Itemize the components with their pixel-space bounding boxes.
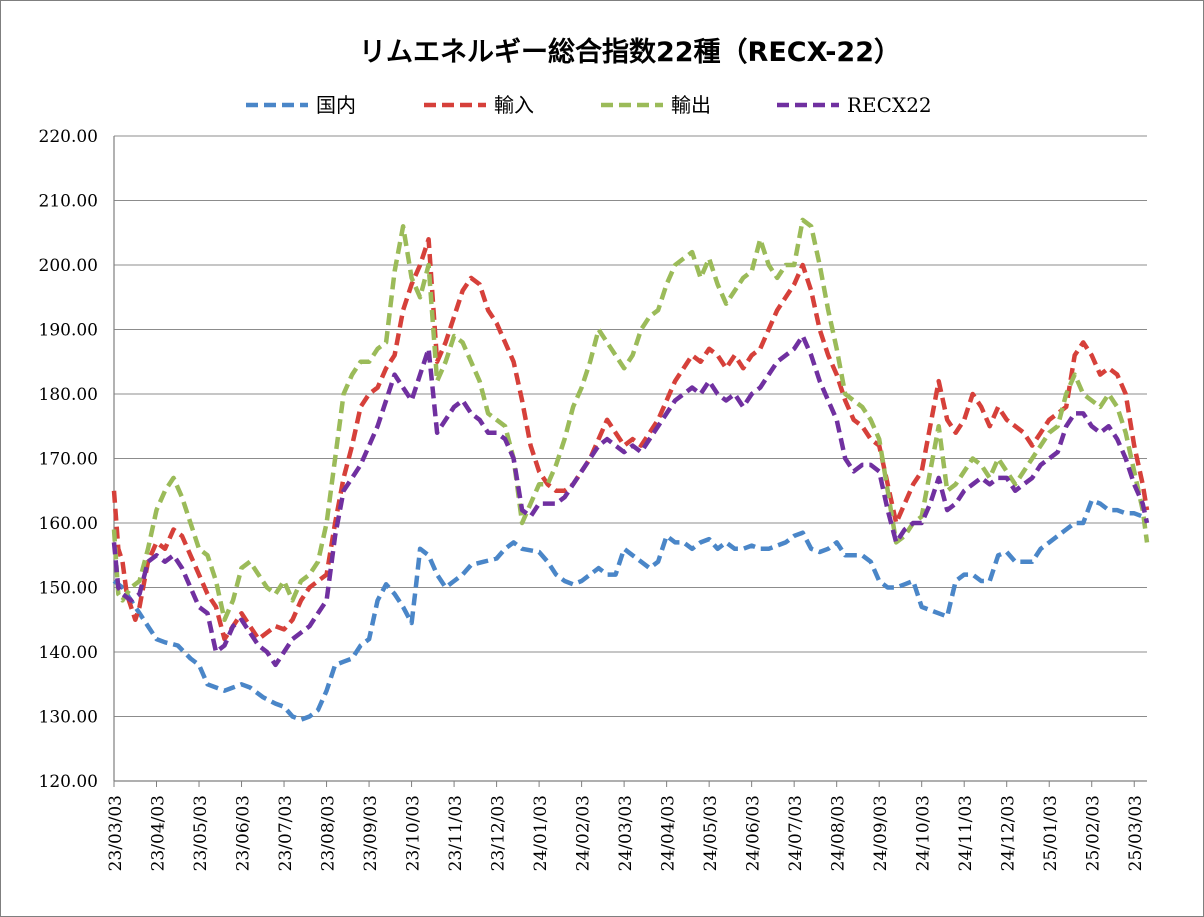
y-tick-label: 190.00 (39, 321, 98, 341)
x-tick-label: 24/05/03 (701, 795, 721, 871)
x-tick-label: 24/07/03 (786, 795, 806, 871)
x-tick-label: 24/03/03 (616, 795, 636, 871)
x-tick-label: 23/03/03 (106, 795, 126, 871)
x-tick-label: 24/01/03 (531, 795, 551, 871)
x-tick-label: 24/04/03 (659, 795, 679, 871)
legend: 国内 輸入 輸出 RECX22 (246, 93, 932, 117)
x-tick-label: 23/04/03 (149, 795, 169, 871)
y-tick-label: 180.00 (39, 385, 98, 405)
y-tick-label: 120.00 (39, 772, 98, 792)
legend-label: 輸出 (671, 93, 711, 117)
y-tick-label: 220.00 (39, 127, 98, 147)
y-tick-label: 140.00 (39, 643, 98, 663)
y-tick-label: 210.00 (39, 192, 98, 212)
plot-area (111, 217, 1150, 722)
legend-label: RECX22 (847, 93, 932, 117)
x-tick-label: 23/08/03 (319, 795, 339, 871)
y-tick-label: 150.00 (39, 579, 98, 599)
series-line (112, 498, 1147, 722)
y-tick-label: 160.00 (39, 514, 98, 534)
chart-title: リムエネルギー総合指数22種（RECX-22） (359, 36, 901, 68)
x-tick-label: 23/07/03 (276, 795, 296, 871)
x-tick-label: 23/09/03 (361, 795, 381, 871)
legend-label: 輸入 (494, 93, 534, 117)
x-tick-label: 23/05/03 (191, 795, 211, 871)
y-axis: 120.00 130.00 140.00 150.00 160.00 170.00 180.… (39, 127, 1147, 792)
x-tick-label: 24/09/03 (871, 795, 891, 871)
x-tick-label: 25/03/03 (1126, 795, 1146, 871)
x-axis: 23/03/03 23/04/03 23/05/03 23/06/03 23/07/03… (106, 781, 1146, 871)
x-tick-label: 25/01/03 (1041, 795, 1061, 871)
series-line (111, 217, 1150, 623)
y-tick-label: 200.00 (39, 256, 98, 276)
x-tick-label: 23/06/03 (234, 795, 254, 871)
x-tick-label: 24/12/03 (999, 795, 1019, 871)
x-tick-label: 25/02/03 (1084, 795, 1104, 871)
series-line (111, 333, 1150, 668)
x-tick-label: 24/02/03 (574, 795, 594, 871)
y-tick-label: 170.00 (39, 450, 98, 470)
x-tick-label: 24/11/03 (956, 795, 976, 871)
x-tick-label: 23/11/03 (446, 795, 466, 871)
y-tick-label: 130.00 (39, 708, 98, 728)
x-tick-label: 23/12/03 (489, 795, 509, 871)
x-tick-label: 24/10/03 (914, 795, 934, 871)
x-tick-label: 24/06/03 (744, 795, 764, 871)
x-tick-label: 24/08/03 (829, 795, 849, 871)
legend-label: 国内 (316, 93, 356, 117)
x-tick-label: 23/10/03 (404, 795, 424, 871)
